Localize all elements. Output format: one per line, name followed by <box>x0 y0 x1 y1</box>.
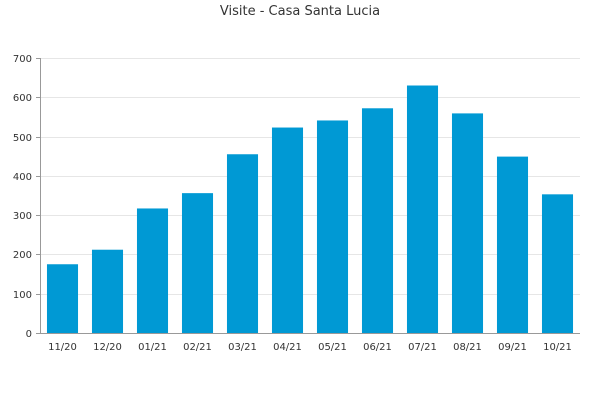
x-tick-label: 11/20 <box>48 342 77 353</box>
y-tick-label: 100 <box>13 290 32 301</box>
bar-07/21 <box>406 85 439 333</box>
x-tick-label: 06/21 <box>363 342 392 353</box>
x-tick-label: 01/21 <box>138 342 167 353</box>
bars <box>46 85 574 334</box>
bar-02/21 <box>181 193 214 333</box>
y-tick-label: 500 <box>13 133 32 144</box>
y-tick-label: 200 <box>13 250 32 261</box>
bar-10/21 <box>541 194 574 333</box>
chart-title: Visite - Casa Santa Lucia <box>220 4 380 19</box>
bar-01/21 <box>136 208 169 333</box>
bar-05/21 <box>316 120 349 333</box>
bar-12/20 <box>91 249 124 333</box>
y-tick-labels: 0 100 200 300 400 500 600 700 <box>13 54 32 340</box>
x-tick-label: 12/20 <box>93 342 122 353</box>
bar-03/21 <box>226 154 259 333</box>
y-tick-label: 300 <box>13 211 32 222</box>
x-tick-label: 09/21 <box>498 342 527 353</box>
x-tick-label: 07/21 <box>408 342 437 353</box>
x-tick-labels: 11/20 12/20 01/21 02/21 03/21 04/21 05/21 06/21… <box>48 342 572 353</box>
y-tick-label: 400 <box>13 172 32 183</box>
y-tick-label: 600 <box>13 93 32 104</box>
bar-08/21 <box>451 113 484 334</box>
x-tick-label: 04/21 <box>273 342 302 353</box>
bar-06/21 <box>361 108 394 334</box>
bar-11/20 <box>46 264 79 333</box>
gridlines <box>40 58 580 295</box>
x-tick-label: 05/21 <box>318 342 347 353</box>
axes <box>36 58 580 334</box>
x-tick-label: 08/21 <box>453 342 482 353</box>
x-tick-label: 10/21 <box>543 342 572 353</box>
x-tick-label: 03/21 <box>228 342 257 353</box>
bar-04/21 <box>271 127 304 334</box>
y-tick-label: 0 <box>26 329 32 340</box>
x-tick-label: 02/21 <box>183 342 212 353</box>
y-tick-label: 700 <box>13 54 32 65</box>
bar-09/21 <box>496 156 529 333</box>
